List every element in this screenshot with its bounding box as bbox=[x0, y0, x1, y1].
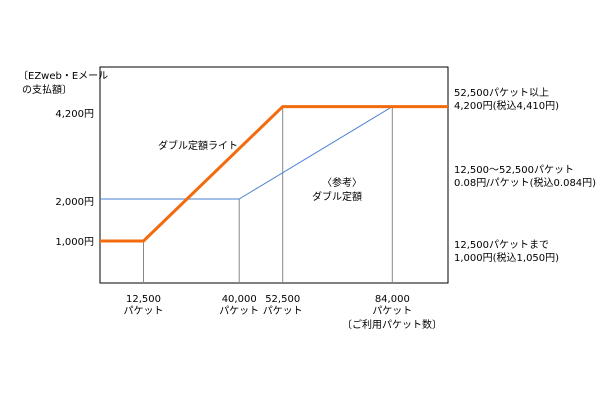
y-axis-label-line2: の支払額〕 bbox=[22, 85, 72, 96]
y-tick-label-4200: 4,200円 bbox=[55, 109, 94, 120]
y-axis-label-line1: 〔EZweb・Eメール bbox=[18, 71, 109, 82]
series-group bbox=[100, 105, 448, 243]
annotation-over-52500-line1: 52,500パケット以上 bbox=[454, 88, 549, 99]
annotation-over-52500-line2: 4,200円(税込4,410円) bbox=[454, 101, 560, 112]
x-tick-unit-84000: パケット bbox=[372, 306, 413, 317]
series-label-double-teigaku-light: ダブル定額ライト bbox=[158, 141, 238, 152]
x-tick-unit-52500: パケット bbox=[262, 306, 303, 317]
series-line-double-teigaku-light bbox=[100, 105, 448, 243]
x-tick-label-52500: 52,500 bbox=[265, 294, 301, 305]
x-tick-label-12500: 12,500 bbox=[126, 294, 161, 305]
series-label-reference-line2: ダブル定額 bbox=[312, 192, 362, 203]
x-tick-unit-12500: パケット bbox=[123, 306, 164, 317]
y-tick-label-2000: 2,000円 bbox=[55, 197, 94, 208]
x-tick-label-40000: 40,000 bbox=[221, 294, 257, 305]
annotation-up-to-12500-line2: 1,000円(税込1,050円) bbox=[454, 253, 560, 264]
series-label-reference-line1: 〈参考〉 bbox=[322, 178, 362, 189]
plot-frame bbox=[99, 66, 449, 284]
x-tick-unit-40000: パケット bbox=[219, 306, 260, 317]
annotation-range-line1: 12,500〜52,500パケット bbox=[454, 165, 574, 176]
y-tick-label-1000: 1,000円 bbox=[55, 237, 94, 248]
x-axis-label: 〔ご利用パケット数〕 bbox=[342, 320, 442, 331]
x-tick-label-84000: 84,000 bbox=[374, 294, 410, 305]
annotation-up-to-12500-line1: 12,500パケットまで bbox=[454, 240, 549, 251]
reference-vertical-lines bbox=[143, 106, 393, 283]
annotation-range-line2: 0.08円/パケット(税込0.084円) bbox=[454, 178, 597, 189]
series-line-reference-double-teigaku bbox=[100, 106, 448, 200]
